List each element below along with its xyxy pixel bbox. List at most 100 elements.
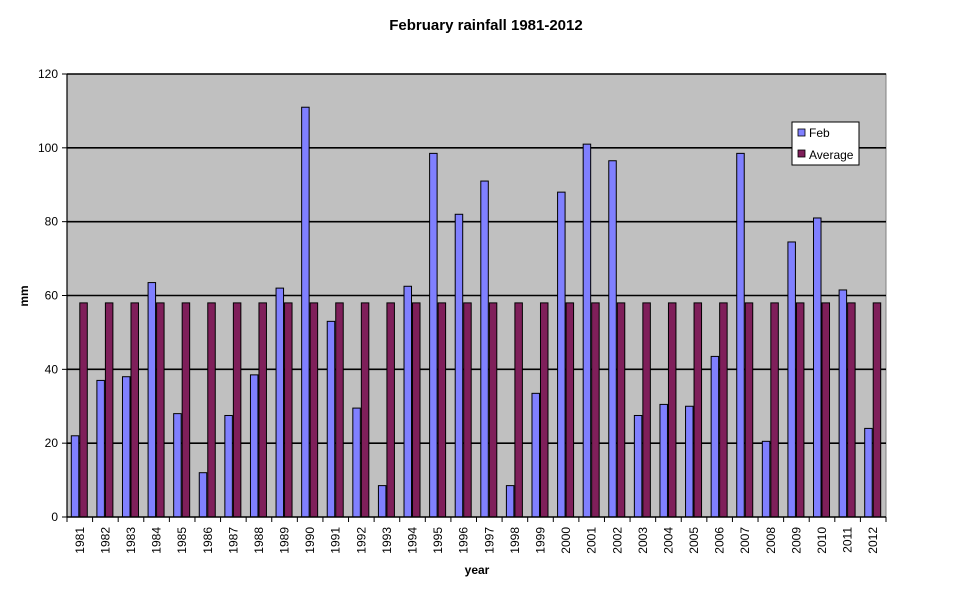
x-tick-labels: 1981 1982 1983 1984 1985 1986 1987 1988 1989 1990… xyxy=(73,527,880,554)
bar-feb-2006 xyxy=(710,355,720,518)
bar-average-2005 xyxy=(693,302,703,518)
x-tick-label: 1998 xyxy=(508,527,522,554)
y-tick-label: 20 xyxy=(45,436,59,450)
bar-feb-1992 xyxy=(352,407,361,518)
bar-feb-2000 xyxy=(557,191,566,518)
x-tick-label: 1989 xyxy=(278,527,292,554)
bar-feb-1995 xyxy=(429,152,438,518)
legend-swatch-average xyxy=(797,149,806,158)
y-tick-label: 40 xyxy=(45,362,59,376)
bar-feb-2012 xyxy=(864,427,873,518)
x-tick-label: 2000 xyxy=(559,527,573,554)
x-tick-label: 2004 xyxy=(661,527,675,554)
x-tick-label: 2006 xyxy=(713,527,727,554)
legend: Feb Average xyxy=(791,121,860,166)
bar-average-1987 xyxy=(232,302,242,518)
x-tick-label: 1994 xyxy=(406,527,420,554)
x-tick-label: 2002 xyxy=(610,527,624,554)
y-axis-label: mm xyxy=(17,285,31,306)
y-tick-label: 80 xyxy=(45,215,59,229)
y-tick-label: 0 xyxy=(51,510,58,524)
x-tick-label: 1999 xyxy=(533,527,547,554)
bar-average-1995 xyxy=(437,302,447,518)
bar-average-2012 xyxy=(872,302,882,518)
bar-average-1985 xyxy=(181,302,191,518)
bar-feb-2011 xyxy=(838,289,848,518)
bar-average-1988 xyxy=(258,302,267,518)
bar-feb-1991 xyxy=(326,320,336,518)
bar-feb-1986 xyxy=(198,472,208,518)
legend-label-average: Average xyxy=(809,148,854,162)
bar-average-1993 xyxy=(386,302,395,518)
x-tick-label: 1991 xyxy=(329,527,343,554)
bar-average-2004 xyxy=(667,302,677,518)
bar-feb-1990 xyxy=(301,106,310,518)
bar-feb-2010 xyxy=(813,217,822,518)
x-tick-label: 2008 xyxy=(764,527,778,554)
x-tick-label: 1997 xyxy=(482,527,496,554)
bar-feb-1985 xyxy=(173,413,182,518)
x-tick-label: 2005 xyxy=(687,527,701,554)
x-tick-label: 1993 xyxy=(380,527,394,554)
bar-average-2007 xyxy=(744,302,754,518)
bar-feb-1983 xyxy=(121,376,131,518)
x-tick-label: 1988 xyxy=(252,527,266,554)
x-tick-label: 1996 xyxy=(457,527,471,554)
bar-feb-1987 xyxy=(224,414,233,518)
bar-feb-2004 xyxy=(659,403,668,518)
bar-feb-1998 xyxy=(505,485,515,518)
x-tick-label: 1981 xyxy=(73,527,87,554)
bar-feb-1989 xyxy=(275,287,285,518)
bar-feb-1996 xyxy=(454,213,464,518)
x-tick-label: 2007 xyxy=(738,527,752,554)
x-tick-label: 2001 xyxy=(585,527,599,554)
bar-average-2011 xyxy=(847,302,856,518)
y-tick-label: 100 xyxy=(38,141,58,155)
bar-average-1990 xyxy=(309,302,319,518)
x-tick-label: 1990 xyxy=(303,527,317,554)
bar-feb-2001 xyxy=(582,143,592,518)
bar-feb-1984 xyxy=(147,282,157,518)
bar-average-1997 xyxy=(488,302,498,518)
bar-average-1989 xyxy=(284,302,293,518)
bar-feb-2002 xyxy=(608,160,617,518)
chart-title: February rainfall 1981-2012 xyxy=(389,17,582,34)
bar-feb-1999 xyxy=(531,392,540,518)
bar-feb-1994 xyxy=(403,285,413,518)
bars xyxy=(70,106,882,518)
y-tick-labels: 0 20 40 60 80 100 120 xyxy=(38,67,58,524)
x-tick-label: 1982 xyxy=(98,527,112,554)
bar-average-1999 xyxy=(539,302,549,518)
bar-feb-2003 xyxy=(633,414,643,518)
bar-average-2002 xyxy=(616,302,626,518)
bar-average-1994 xyxy=(412,302,421,518)
bar-average-1986 xyxy=(207,302,216,518)
x-tick-label: 1985 xyxy=(175,527,189,554)
legend-label-feb: Feb xyxy=(809,126,830,140)
bar-feb-2009 xyxy=(787,241,796,518)
bar-average-2000 xyxy=(565,302,575,518)
bar-average-1991 xyxy=(335,302,344,518)
bar-average-2003 xyxy=(642,302,651,518)
bar-average-2010 xyxy=(821,302,831,518)
x-tick-label: 2011 xyxy=(841,527,855,553)
y-tick-label: 60 xyxy=(45,289,59,303)
x-tick-label: 1992 xyxy=(354,527,368,554)
x-tick-label: 1986 xyxy=(201,527,215,554)
bar-average-2001 xyxy=(591,302,600,518)
bar-average-1998 xyxy=(514,302,523,518)
axes xyxy=(62,73,887,522)
bar-average-1983 xyxy=(130,302,139,518)
bar-average-1981 xyxy=(79,302,88,518)
bar-feb-1997 xyxy=(480,180,489,518)
bar-average-1996 xyxy=(463,302,472,518)
bar-average-2008 xyxy=(770,302,779,518)
x-axis-label: year xyxy=(465,563,490,577)
x-tick-label: 1984 xyxy=(150,527,164,554)
bar-average-2009 xyxy=(795,302,805,518)
bar-feb-1981 xyxy=(70,435,80,518)
x-tick-label: 2010 xyxy=(815,527,829,554)
x-tick-label: 2003 xyxy=(636,527,650,554)
bar-feb-1988 xyxy=(249,374,259,518)
